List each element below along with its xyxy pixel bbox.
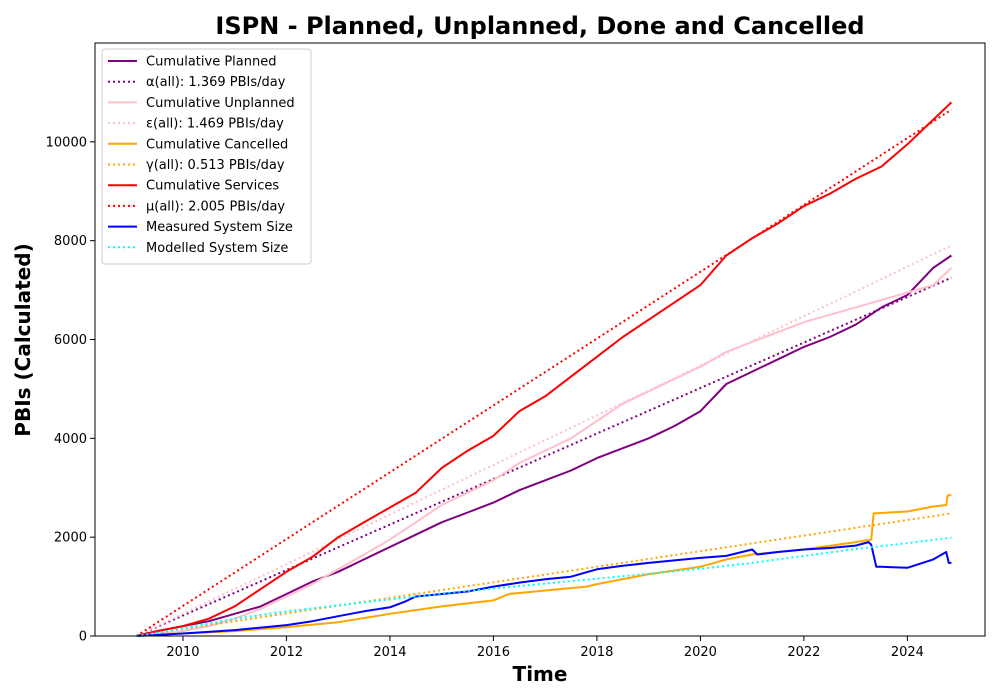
x-axis: 2010 2012 2014 2016 2018 2020 2022 2024 bbox=[166, 636, 924, 660]
legend-label: Cumulative Planned bbox=[146, 55, 276, 70]
x-tick-label: 2012 bbox=[270, 645, 303, 660]
y-tick-label: 6000 bbox=[54, 333, 87, 348]
legend-label: Cumulative Cancelled bbox=[146, 137, 288, 152]
legend-label: μ(all): 2.005 PBIs/day bbox=[146, 199, 285, 214]
legend: Cumulative Planned α(all): 1.369 PBIs/day… bbox=[101, 48, 312, 265]
series-line-all-1-469-pbis-day bbox=[135, 244, 952, 637]
series-line-all-1-369-pbis-day bbox=[135, 276, 952, 637]
plot-lines bbox=[135, 101, 953, 637]
legend-label: Cumulative Services bbox=[146, 179, 279, 194]
y-axis: 0 2000 4000 6000 8000 10000 bbox=[46, 135, 95, 645]
series-line-cumulative-services bbox=[136, 101, 953, 637]
x-tick-label: 2020 bbox=[684, 645, 717, 660]
x-axis-label: Time bbox=[513, 662, 568, 686]
x-tick-label: 2010 bbox=[166, 645, 199, 660]
x-tick-label: 2014 bbox=[373, 645, 406, 660]
x-tick-label: 2022 bbox=[787, 645, 820, 660]
series-line-cumulative-unplanned bbox=[136, 267, 953, 637]
legend-label: α(all): 1.369 PBIs/day bbox=[146, 75, 286, 90]
series-line-all-2-005-pbis-day bbox=[135, 108, 952, 637]
x-tick-label: 2024 bbox=[891, 645, 924, 660]
legend-label: Measured System Size bbox=[146, 220, 293, 235]
series-line-cumulative-planned bbox=[136, 254, 952, 637]
legend-label: γ(all): 0.513 PBIs/day bbox=[146, 158, 285, 173]
y-axis-label: PBIs (Calculated) bbox=[11, 243, 35, 436]
chart-title: ISPN - Planned, Unplanned, Done and Canc… bbox=[215, 12, 864, 40]
series-line-all-0-513-pbis-day bbox=[136, 512, 952, 637]
y-tick-label: 4000 bbox=[54, 432, 87, 447]
y-tick-label: 8000 bbox=[54, 234, 87, 249]
y-tick-label: 10000 bbox=[46, 135, 87, 150]
legend-box bbox=[101, 48, 312, 265]
y-tick-label: 2000 bbox=[54, 531, 87, 546]
legend-label: ε(all): 1.469 PBIs/day bbox=[146, 117, 284, 132]
series-line-measured-system-size bbox=[136, 541, 952, 637]
legend-label: Modelled System Size bbox=[146, 241, 288, 256]
legend-label: Cumulative Unplanned bbox=[146, 96, 295, 111]
x-tick-label: 2016 bbox=[477, 645, 510, 660]
y-tick-label: 0 bbox=[79, 630, 87, 645]
x-tick-label: 2018 bbox=[580, 645, 613, 660]
